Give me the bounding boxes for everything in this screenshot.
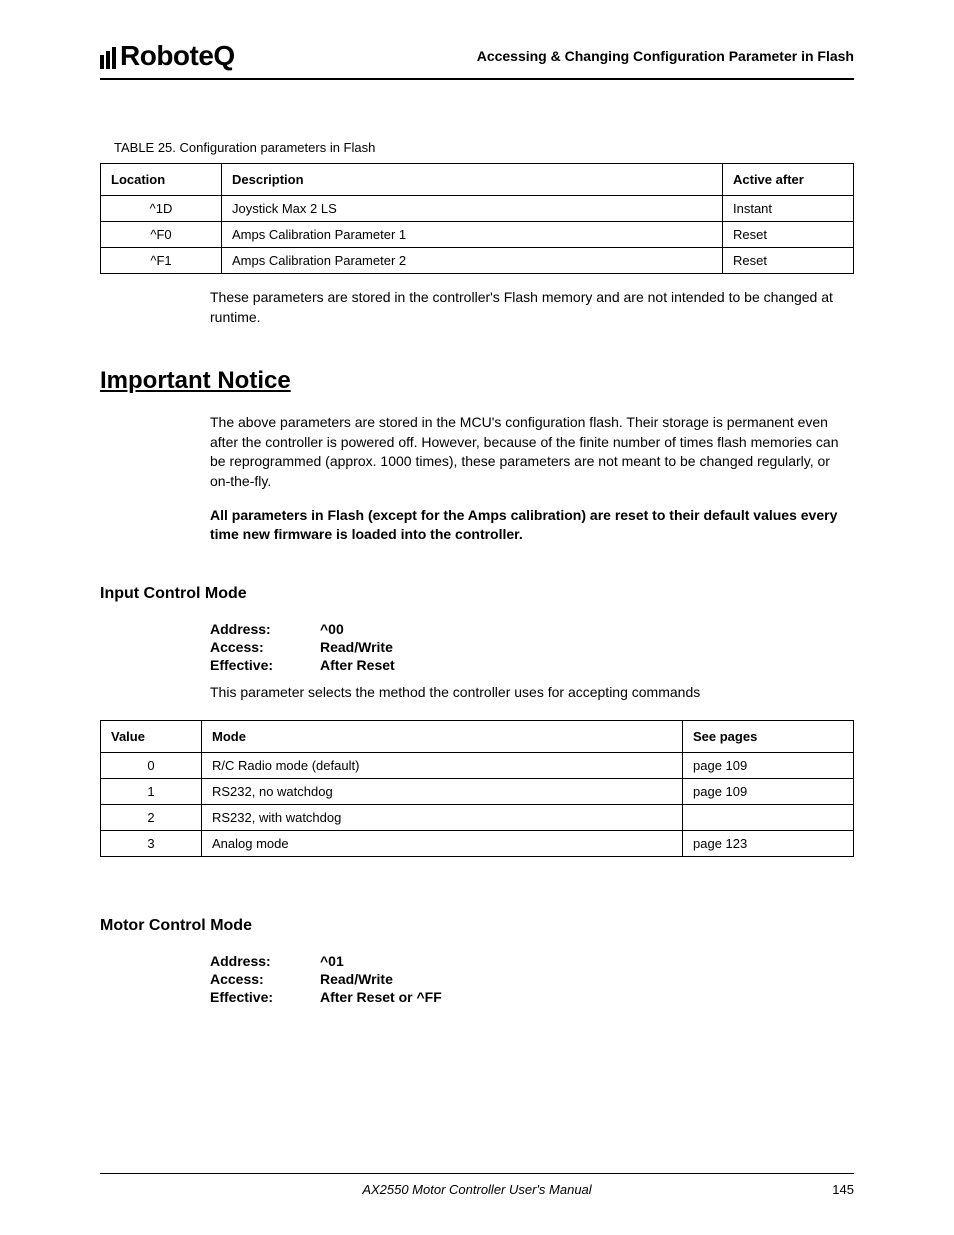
table-header-row: Value Mode See pages	[101, 721, 854, 753]
meta-value: After Reset or ^FF	[320, 989, 442, 1005]
meta-row-access: Access: Read/Write	[210, 971, 854, 987]
logo-bars-icon	[100, 47, 116, 69]
table-row: 0 R/C Radio mode (default) page 109	[101, 753, 854, 779]
cell-mode: Analog mode	[202, 831, 683, 857]
cell-description: Amps Calibration Parameter 1	[222, 222, 723, 248]
col-active-after: Active after	[723, 164, 854, 196]
table-row: ^F1 Amps Calibration Parameter 2 Reset	[101, 248, 854, 274]
cell-active: Instant	[723, 196, 854, 222]
logo-text: RoboteQ	[120, 40, 235, 72]
important-notice-heading: Important Notice	[100, 367, 854, 395]
cell-see: page 109	[683, 779, 854, 805]
meta-row-effective: Effective: After Reset	[210, 657, 854, 673]
cell-description: Amps Calibration Parameter 2	[222, 248, 723, 274]
cell-value: 1	[101, 779, 202, 805]
logo: RoboteQ	[100, 40, 235, 72]
meta-value: ^01	[320, 953, 344, 969]
header-section-title: Accessing & Changing Configuration Param…	[477, 48, 854, 64]
notice-bold-paragraph: All parameters in Flash (except for the …	[210, 506, 854, 545]
meta-label: Access:	[210, 971, 320, 987]
col-see-pages: See pages	[683, 721, 854, 753]
cell-see: page 109	[683, 753, 854, 779]
cell-value: 3	[101, 831, 202, 857]
footer-manual-title: AX2550 Motor Controller User's Manual	[150, 1182, 804, 1197]
input-control-mode-heading: Input Control Mode	[100, 585, 854, 603]
cell-active: Reset	[723, 248, 854, 274]
table-row: ^F0 Amps Calibration Parameter 1 Reset	[101, 222, 854, 248]
meta-row-address: Address: ^01	[210, 953, 854, 969]
cell-value: 2	[101, 805, 202, 831]
table-header-row: Location Description Active after	[101, 164, 854, 196]
meta-row-effective: Effective: After Reset or ^FF	[210, 989, 854, 1005]
table-row: 1 RS232, no watchdog page 109	[101, 779, 854, 805]
page-footer: AX2550 Motor Controller User's Manual 14…	[100, 1173, 854, 1197]
cell-mode: RS232, no watchdog	[202, 779, 683, 805]
meta-row-address: Address: ^00	[210, 621, 854, 637]
table-row: 3 Analog mode page 123	[101, 831, 854, 857]
col-value: Value	[101, 721, 202, 753]
meta-label: Effective:	[210, 989, 320, 1005]
cell-location: ^F0	[101, 222, 222, 248]
meta-value: Read/Write	[320, 971, 393, 987]
meta-label: Address:	[210, 953, 320, 969]
cell-see	[683, 805, 854, 831]
table1-caption-prefix: TABLE 25.	[114, 140, 180, 155]
cell-see: page 123	[683, 831, 854, 857]
meta-value: ^00	[320, 621, 344, 637]
cell-location: ^1D	[101, 196, 222, 222]
meta-value: After Reset	[320, 657, 395, 673]
table-row: 2 RS232, with watchdog	[101, 805, 854, 831]
meta-row-access: Access: Read/Write	[210, 639, 854, 655]
table1-caption: TABLE 25. Configuration parameters in Fl…	[114, 140, 854, 155]
cell-mode: RS232, with watchdog	[202, 805, 683, 831]
cell-description: Joystick Max 2 LS	[222, 196, 723, 222]
cell-location: ^F1	[101, 248, 222, 274]
col-location: Location	[101, 164, 222, 196]
motor-control-mode-heading: Motor Control Mode	[100, 917, 854, 935]
table1-caption-text: Configuration parameters in Flash	[180, 140, 376, 155]
cell-mode: R/C Radio mode (default)	[202, 753, 683, 779]
page-header: RoboteQ Accessing & Changing Configurati…	[100, 40, 854, 80]
footer-page-number: 145	[804, 1182, 854, 1197]
flash-params-table: Location Description Active after ^1D Jo…	[100, 163, 854, 274]
input-mode-paragraph: This parameter selects the method the co…	[210, 683, 854, 703]
meta-label: Address:	[210, 621, 320, 637]
notice-paragraph: The above parameters are stored in the M…	[210, 413, 854, 491]
cell-value: 0	[101, 753, 202, 779]
meta-label: Access:	[210, 639, 320, 655]
table-row: ^1D Joystick Max 2 LS Instant	[101, 196, 854, 222]
input-mode-meta: Address: ^00 Access: Read/Write Effectiv…	[210, 621, 854, 673]
meta-value: Read/Write	[320, 639, 393, 655]
col-description: Description	[222, 164, 723, 196]
motor-mode-meta: Address: ^01 Access: Read/Write Effectiv…	[210, 953, 854, 1005]
input-mode-table: Value Mode See pages 0 R/C Radio mode (d…	[100, 720, 854, 857]
col-mode: Mode	[202, 721, 683, 753]
flash-storage-paragraph: These parameters are stored in the contr…	[210, 288, 854, 327]
cell-active: Reset	[723, 222, 854, 248]
meta-label: Effective:	[210, 657, 320, 673]
